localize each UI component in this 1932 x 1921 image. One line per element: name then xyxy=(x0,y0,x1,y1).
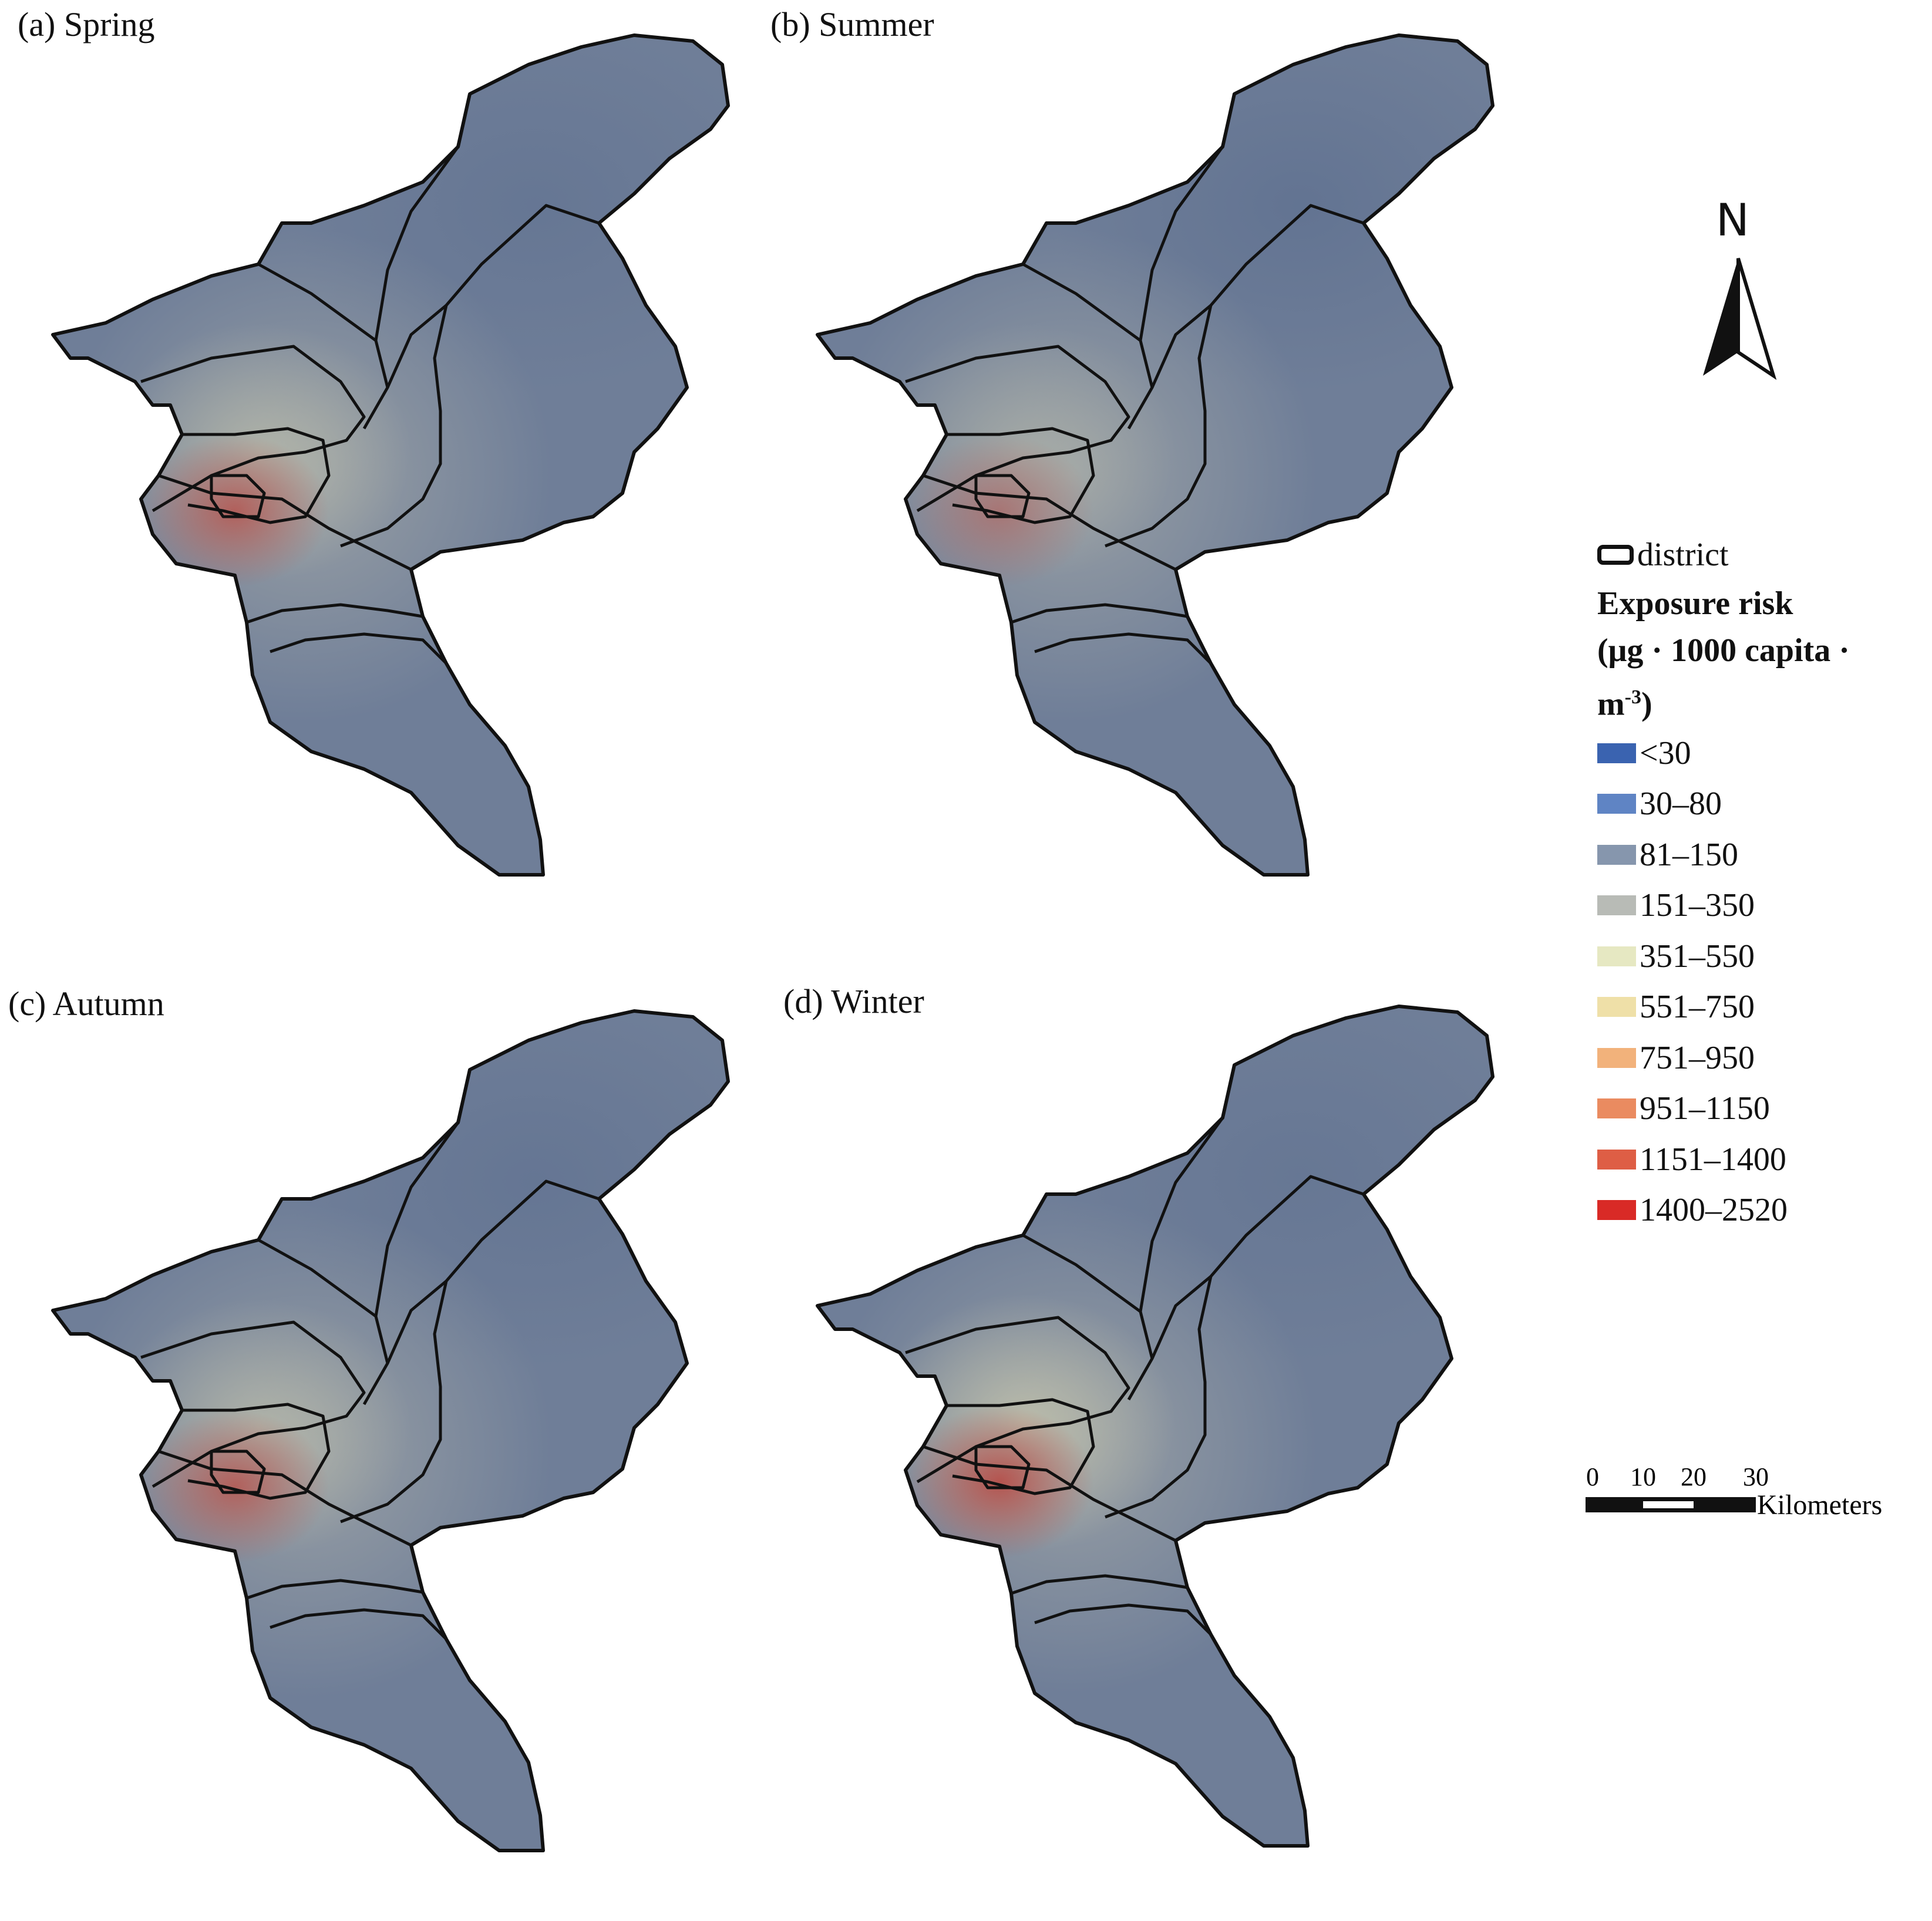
scale-tick-label: 10 xyxy=(1630,1462,1656,1491)
map-panel-summer xyxy=(816,33,1495,877)
legend-class-list: <30 30–80 81–150 151–350 351–550 551–750 751–9… xyxy=(1597,728,1926,1236)
district-boundary-2 xyxy=(1139,1117,1224,1312)
legend-swatch xyxy=(1597,895,1636,916)
north-letter: N xyxy=(1716,194,1749,246)
legend-class-label: 551–750 xyxy=(1640,989,1755,1026)
district-boundary-3 xyxy=(1150,204,1364,389)
district-boundary-7 xyxy=(210,474,266,518)
legend-class-3: 151–350 xyxy=(1597,880,1926,931)
legend-swatch xyxy=(1597,743,1636,763)
district-boundary-0 xyxy=(905,345,1130,513)
district-boundary-9 xyxy=(1011,603,1188,624)
legend-class-8: 1151–1400 xyxy=(1597,1134,1926,1185)
legend-title-line3: m-3) xyxy=(1597,686,1652,723)
legend-class-label: 151–350 xyxy=(1640,887,1755,924)
scale-bar-segment xyxy=(1643,1501,1694,1508)
legend-swatch xyxy=(1597,1149,1636,1170)
legend-class-label: 30–80 xyxy=(1640,786,1722,823)
panel-a-label: (a) Spring xyxy=(18,5,155,43)
legend-swatch xyxy=(1597,794,1636,814)
legend-class-label: 751–950 xyxy=(1640,1039,1755,1076)
legend-swatch xyxy=(1597,1200,1636,1221)
district-boundary-2 xyxy=(374,1121,460,1317)
legend-swatch xyxy=(1597,1098,1636,1119)
district-boundary-7 xyxy=(974,1445,1031,1489)
city-boundary xyxy=(816,33,1495,877)
city-boundary xyxy=(816,1005,1495,1848)
district-boundary-3 xyxy=(1150,1175,1364,1360)
legend-class-label: <30 xyxy=(1640,734,1691,771)
legend-class-label: 1151–1400 xyxy=(1640,1141,1786,1178)
legend-title-line2: (μg · 1000 capita · xyxy=(1597,632,1850,669)
panel-c-label: (c) Autumn xyxy=(8,985,164,1023)
district-boundary-4 xyxy=(340,1280,448,1524)
district-boundary-0 xyxy=(140,345,366,513)
district-boundary-6 xyxy=(947,1398,1095,1495)
district-boundary-2 xyxy=(374,146,460,341)
district-boundary-2 xyxy=(1139,146,1224,341)
city-boundary xyxy=(51,33,730,877)
legend-swatch xyxy=(1597,997,1636,1017)
scale-tick-label: 0 xyxy=(1586,1462,1599,1491)
district-boundary-8 xyxy=(270,1608,447,1640)
legend-title-line1: Exposure risk xyxy=(1597,585,1793,622)
district-boundary-8 xyxy=(270,632,447,665)
legend-district-label: district xyxy=(1637,537,1729,573)
legend-class-label: 351–550 xyxy=(1640,938,1755,975)
city-boundary xyxy=(51,1009,730,1852)
district-boundary-8 xyxy=(1034,632,1212,665)
district-boundary-4 xyxy=(1105,305,1213,548)
legend-class-4: 351–550 xyxy=(1597,931,1926,982)
district-boundary-9 xyxy=(246,1579,423,1600)
north-arrow-icon xyxy=(1703,258,1777,380)
legend-class-label: 1400–2520 xyxy=(1640,1192,1788,1229)
legend-class-label: 81–150 xyxy=(1640,836,1738,873)
legend-class-2: 81–150 xyxy=(1597,830,1926,881)
panel-d-label: (d) Winter xyxy=(783,982,924,1020)
panel-b-label: (b) Summer xyxy=(770,5,934,43)
scale-tick-label: 20 xyxy=(1681,1462,1707,1491)
district-boundary-0 xyxy=(905,1316,1130,1484)
legend-district-entry: district xyxy=(1597,534,1926,575)
legend: district Exposure risk (μg · 1000 capita… xyxy=(1597,534,1926,1236)
scale-bar-graphic xyxy=(1586,1497,1756,1512)
map-panel-winter xyxy=(816,1005,1495,1848)
district-boundary-3 xyxy=(386,204,600,389)
scale-unit: Kilometers xyxy=(1757,1489,1883,1521)
legend-class-7: 951–1150 xyxy=(1597,1083,1926,1134)
legend-swatch xyxy=(1597,1047,1636,1068)
district-boundary-6 xyxy=(182,427,331,524)
legend-class-0: <30 xyxy=(1597,728,1926,779)
legend-title: Exposure risk (μg · 1000 capita · m-3) xyxy=(1597,580,1926,728)
legend-class-9: 1400–2520 xyxy=(1597,1185,1926,1236)
scale-bar: 0 10 20 30 Kilometers xyxy=(1586,1462,1926,1538)
district-boundary-9 xyxy=(246,603,423,624)
district-boundary-7 xyxy=(210,1450,266,1494)
legend-class-5: 551–750 xyxy=(1597,982,1926,1033)
map-panel-autumn xyxy=(51,1009,730,1852)
district-boundary-6 xyxy=(182,1403,331,1500)
legend-swatch xyxy=(1597,844,1636,865)
district-boundary-4 xyxy=(1105,1276,1213,1519)
scale-tick-label: 30 xyxy=(1743,1462,1769,1491)
map-panel-spring xyxy=(51,33,730,877)
district-boundary-0 xyxy=(140,1320,366,1488)
district-boundary-9 xyxy=(1011,1574,1188,1595)
legend-class-6: 751–950 xyxy=(1597,1033,1926,1084)
district-boundary-7 xyxy=(974,474,1031,518)
legend-class-label: 951–1150 xyxy=(1640,1090,1770,1127)
district-boundary-6 xyxy=(947,427,1095,524)
district-boundary-8 xyxy=(1034,1603,1212,1636)
legend-class-1: 30–80 xyxy=(1597,778,1926,830)
district-boundary-4 xyxy=(340,305,448,548)
legend-swatch xyxy=(1597,946,1636,966)
district-boundary-3 xyxy=(386,1179,600,1364)
district-outline-swatch xyxy=(1597,545,1634,565)
